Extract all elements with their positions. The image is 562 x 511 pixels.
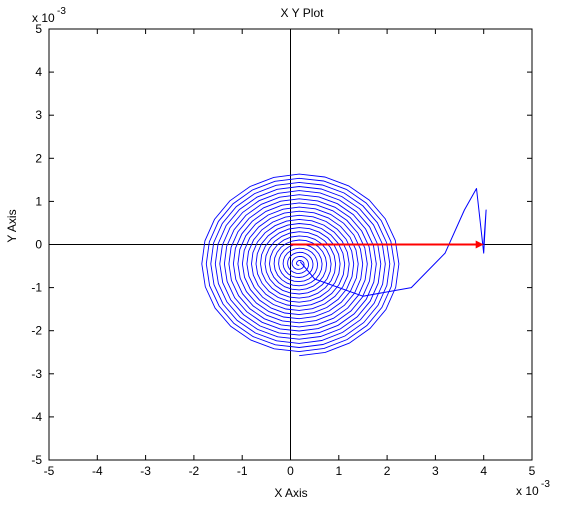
y-tick-label: 3 [35,108,42,122]
tail-line [299,188,487,297]
y-tick-label: -1 [31,281,42,295]
y-tick-label: -4 [31,410,42,424]
x-tick-label: -5 [44,464,55,478]
y-tick-label: -5 [31,453,42,467]
spiral-trajectory [201,173,400,357]
x-tick-label: 5 [529,464,536,478]
x-tick-label: 4 [480,464,487,478]
trajectory-tail [299,188,487,297]
svg-text:-3: -3 [541,479,550,490]
y-tick-label: -3 [31,367,42,381]
y-tick-label: 2 [35,151,42,165]
svg-text:-3: -3 [57,6,66,17]
x-tick-label: 0 [287,464,294,478]
red-arrow [290,240,484,249]
x-ticks: -5 -4 -3 -2 -1 0 1 2 3 4 5 [44,29,536,478]
svg-text:x 10: x 10 [516,484,539,498]
x-exponent-label: x 10 -3 [516,479,550,498]
y-tick-label: -2 [31,324,42,338]
spiral-line [201,173,400,357]
x-tick-label: -4 [92,464,103,478]
svg-text:x 10: x 10 [32,11,55,25]
y-axis-label: Y Axis [5,209,19,242]
x-tick-label: 3 [432,464,439,478]
y-tick-label: 0 [35,238,42,252]
y-tick-label: 1 [35,194,42,208]
chart-title: X Y Plot [281,6,325,20]
arrow-head [475,240,484,249]
x-tick-label: 2 [384,464,391,478]
y-exponent-label: x 10 -3 [32,6,66,25]
x-tick-label: -2 [189,464,200,478]
y-tick-label: 5 [35,22,42,36]
x-tick-label: -1 [237,464,248,478]
x-tick-label: -3 [140,464,151,478]
y-tick-label: 4 [35,65,42,79]
y-ticks: -5 -4 -3 -2 -1 0 1 2 3 4 5 [31,22,532,467]
x-axis-label: X Axis [274,486,307,500]
x-tick-label: 1 [335,464,342,478]
